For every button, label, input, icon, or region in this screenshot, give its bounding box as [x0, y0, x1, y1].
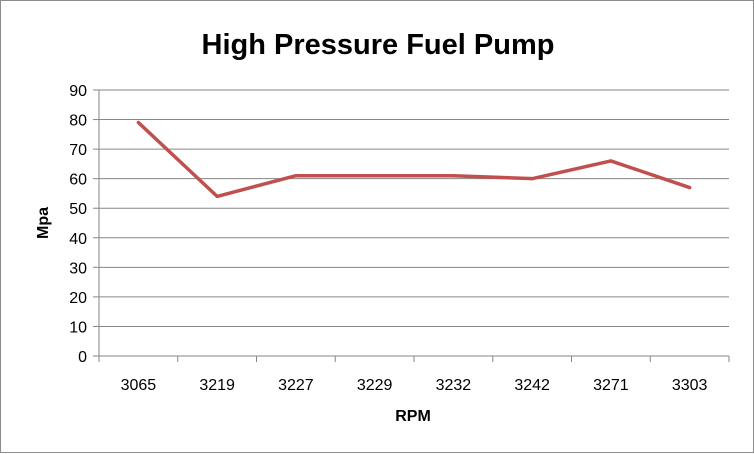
data-point: [451, 174, 455, 178]
y-tick-label: 90: [69, 83, 87, 100]
y-tick-label: 50: [69, 201, 87, 218]
y-tick-label: 60: [69, 172, 87, 189]
data-point: [609, 159, 613, 163]
x-axis-title: RPM: [395, 408, 431, 425]
y-tick-label: 40: [69, 231, 87, 248]
x-tick-label: 3219: [199, 377, 235, 394]
series-line: [136, 120, 692, 199]
data-point: [373, 174, 377, 178]
data-point: [530, 177, 534, 181]
x-tick-label: 3232: [436, 377, 472, 394]
gridlines: [99, 89, 729, 327]
x-tick-label: 3065: [121, 377, 157, 394]
y-tick-label: 80: [69, 113, 87, 130]
x-tick-label: 3227: [278, 377, 314, 394]
data-point: [215, 194, 219, 198]
y-tick-label: 30: [69, 260, 87, 277]
y-axis-ticks: 0 10 20 30 40 50 60 70 80 90: [69, 83, 99, 366]
y-tick-label: 10: [69, 319, 87, 336]
x-tick-label: 3229: [357, 377, 393, 394]
y-tick-label: 20: [69, 290, 87, 307]
chart-title: High Pressure Fuel Pump: [202, 29, 555, 61]
x-tick-label: 3242: [514, 377, 550, 394]
y-tick-label: 0: [78, 349, 87, 366]
axes: [98, 90, 729, 357]
series-group: [136, 120, 692, 199]
x-tick-label: 3271: [593, 377, 629, 394]
x-axis-ticks: 3065 3219 3227 3229 3232 3242 3271 3303: [98, 356, 730, 394]
data-point: [688, 186, 692, 190]
x-tick-label: 3303: [672, 377, 708, 394]
y-tick-label: 70: [69, 142, 87, 159]
data-point: [136, 121, 140, 125]
data-point: [294, 174, 298, 178]
y-axis-title: Mpa: [35, 207, 52, 239]
